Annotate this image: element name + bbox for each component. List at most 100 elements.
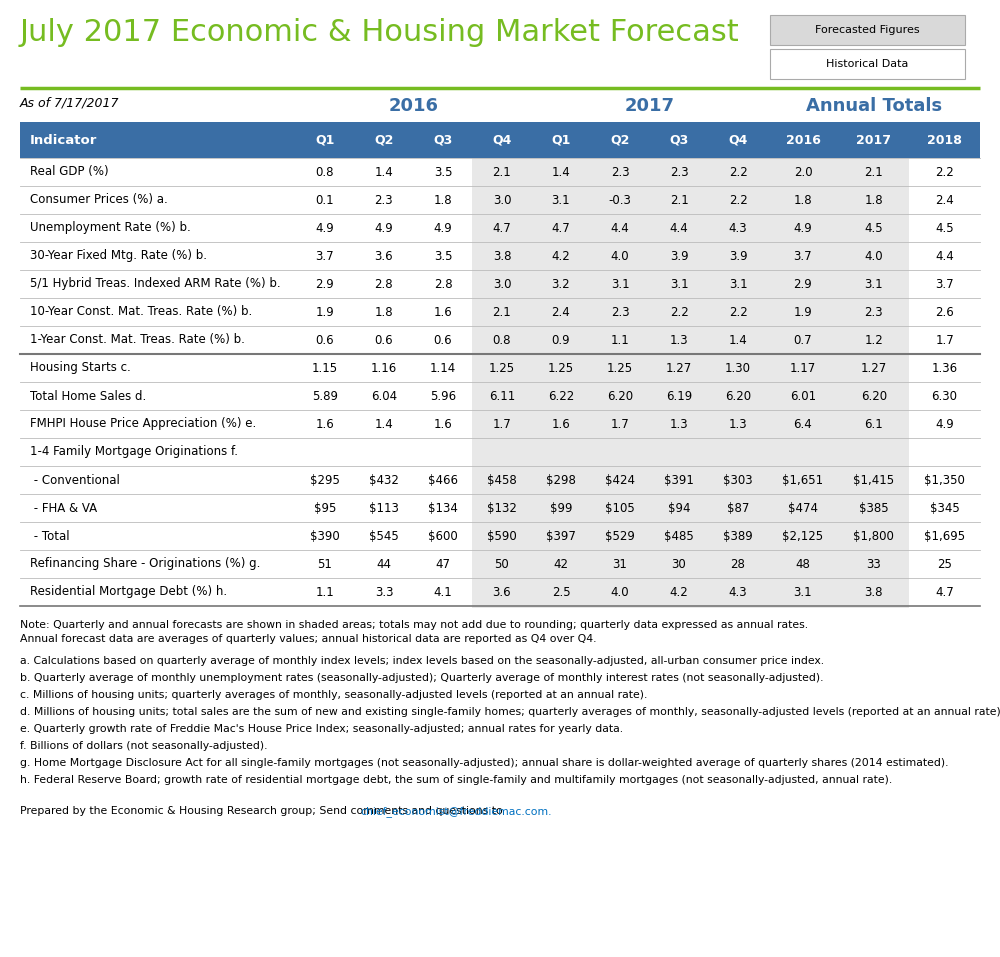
Text: $458: $458 — [487, 474, 517, 486]
Text: 1.7: 1.7 — [935, 333, 954, 346]
Text: 2.2: 2.2 — [729, 166, 747, 179]
Text: 2.9: 2.9 — [316, 278, 334, 291]
Text: 1.3: 1.3 — [729, 417, 747, 431]
Text: 6.04: 6.04 — [371, 389, 397, 403]
Text: - Total: - Total — [30, 529, 70, 543]
Text: 5.96: 5.96 — [430, 389, 456, 403]
Text: 4.4: 4.4 — [611, 221, 629, 234]
Text: 2.9: 2.9 — [794, 278, 812, 291]
Text: 1.8: 1.8 — [794, 193, 812, 207]
Text: 1.9: 1.9 — [316, 305, 334, 319]
Text: $1,800: $1,800 — [853, 529, 894, 543]
Text: Annual Totals: Annual Totals — [806, 97, 942, 115]
Text: 2.2: 2.2 — [935, 166, 954, 179]
Text: Q4: Q4 — [728, 133, 748, 146]
Text: 2.4: 2.4 — [552, 305, 570, 319]
Text: 2.1: 2.1 — [670, 193, 688, 207]
Text: 2.6: 2.6 — [935, 305, 954, 319]
Text: $391: $391 — [664, 474, 694, 486]
Text: 1.30: 1.30 — [725, 362, 751, 374]
Text: 3.1: 3.1 — [670, 278, 688, 291]
Text: 47: 47 — [435, 558, 450, 570]
Text: $105: $105 — [605, 501, 635, 515]
Text: c. Millions of housing units; quarterly averages of monthly, seasonally-adjusted: c. Millions of housing units; quarterly … — [20, 690, 647, 700]
Text: $94: $94 — [668, 501, 690, 515]
Text: 0.7: 0.7 — [794, 333, 812, 346]
Text: -0.3: -0.3 — [609, 193, 631, 207]
Text: 3.1: 3.1 — [611, 278, 629, 291]
Text: 1.6: 1.6 — [434, 417, 452, 431]
Text: b. Quarterly average of monthly unemployment rates (seasonally-adjusted); Quarte: b. Quarterly average of monthly unemploy… — [20, 673, 824, 683]
Text: 2.3: 2.3 — [611, 166, 629, 179]
Text: 3.1: 3.1 — [552, 193, 570, 207]
Text: 1.16: 1.16 — [371, 362, 397, 374]
Text: 6.22: 6.22 — [548, 389, 574, 403]
Text: 6.4: 6.4 — [794, 417, 812, 431]
Text: chief_economist@freddiemac.com.: chief_economist@freddiemac.com. — [360, 806, 552, 817]
Text: $1,350: $1,350 — [924, 474, 965, 486]
Bar — [590, 158, 650, 608]
Text: 1.3: 1.3 — [670, 333, 688, 346]
Text: 4.9: 4.9 — [375, 221, 393, 234]
Text: 1.17: 1.17 — [790, 362, 816, 374]
Text: 1.15: 1.15 — [312, 362, 338, 374]
Text: Indicator: Indicator — [30, 133, 97, 146]
Text: 3.7: 3.7 — [794, 250, 812, 262]
Text: $95: $95 — [314, 501, 336, 515]
Text: 2.8: 2.8 — [434, 278, 452, 291]
Text: e. Quarterly growth rate of Freddie Mac's House Price Index; seasonally-adjusted: e. Quarterly growth rate of Freddie Mac'… — [20, 724, 623, 734]
Text: 1.2: 1.2 — [864, 333, 883, 346]
Text: 4.5: 4.5 — [935, 221, 954, 234]
Text: $485: $485 — [664, 529, 694, 543]
Text: 1.8: 1.8 — [434, 193, 452, 207]
Text: 3.0: 3.0 — [493, 278, 511, 291]
Text: $389: $389 — [723, 529, 753, 543]
Text: 1.36: 1.36 — [932, 362, 958, 374]
Text: FMHPI House Price Appreciation (%) e.: FMHPI House Price Appreciation (%) e. — [30, 417, 256, 431]
Text: $545: $545 — [369, 529, 399, 543]
Text: 42: 42 — [553, 558, 568, 570]
Text: 2.1: 2.1 — [864, 166, 883, 179]
Text: 3.8: 3.8 — [865, 586, 883, 598]
Text: 4.1: 4.1 — [434, 586, 452, 598]
Text: 4.4: 4.4 — [935, 250, 954, 262]
Text: Note: Quarterly and annual forecasts are shown in shaded areas; totals may not a: Note: Quarterly and annual forecasts are… — [20, 620, 808, 630]
Text: 1.6: 1.6 — [552, 417, 570, 431]
Text: 6.11: 6.11 — [489, 389, 515, 403]
Text: 6.20: 6.20 — [607, 389, 633, 403]
Text: 3.8: 3.8 — [493, 250, 511, 262]
Text: d. Millions of housing units; total sales are the sum of new and existing single: d. Millions of housing units; total sale… — [20, 707, 1000, 717]
Text: 1.25: 1.25 — [489, 362, 515, 374]
Text: $390: $390 — [310, 529, 340, 543]
Text: $1,695: $1,695 — [924, 529, 965, 543]
Text: 2.1: 2.1 — [493, 166, 511, 179]
Text: 30-Year Fixed Mtg. Rate (%) b.: 30-Year Fixed Mtg. Rate (%) b. — [30, 250, 207, 262]
Text: 4.2: 4.2 — [552, 250, 570, 262]
Text: 2.3: 2.3 — [670, 166, 688, 179]
Text: Residential Mortgage Debt (%) h.: Residential Mortgage Debt (%) h. — [30, 586, 227, 598]
Text: 6.1: 6.1 — [864, 417, 883, 431]
Text: $432: $432 — [369, 474, 399, 486]
Text: $303: $303 — [723, 474, 753, 486]
Text: 3.1: 3.1 — [794, 586, 812, 598]
Text: 4.9: 4.9 — [434, 221, 452, 234]
Text: $600: $600 — [428, 529, 458, 543]
Text: 0.8: 0.8 — [493, 333, 511, 346]
Text: 4.3: 4.3 — [729, 586, 747, 598]
Text: 6.01: 6.01 — [790, 389, 816, 403]
Text: 1.27: 1.27 — [666, 362, 692, 374]
Text: Housing Starts c.: Housing Starts c. — [30, 362, 131, 374]
Text: 3.6: 3.6 — [375, 250, 393, 262]
Text: 3.3: 3.3 — [375, 586, 393, 598]
Text: 2.3: 2.3 — [375, 193, 393, 207]
Text: 2016: 2016 — [786, 133, 820, 146]
Text: 4.5: 4.5 — [864, 221, 883, 234]
Text: 6.20: 6.20 — [861, 389, 887, 403]
Text: 51: 51 — [317, 558, 332, 570]
Text: 4.4: 4.4 — [670, 221, 688, 234]
Text: $345: $345 — [930, 501, 959, 515]
Text: July 2017 Economic & Housing Market Forecast: July 2017 Economic & Housing Market Fore… — [20, 18, 740, 47]
Text: 1.6: 1.6 — [434, 305, 452, 319]
Text: h. Federal Reserve Board; growth rate of residential mortgage debt, the sum of s: h. Federal Reserve Board; growth rate of… — [20, 775, 892, 785]
Text: 4.7: 4.7 — [552, 221, 570, 234]
